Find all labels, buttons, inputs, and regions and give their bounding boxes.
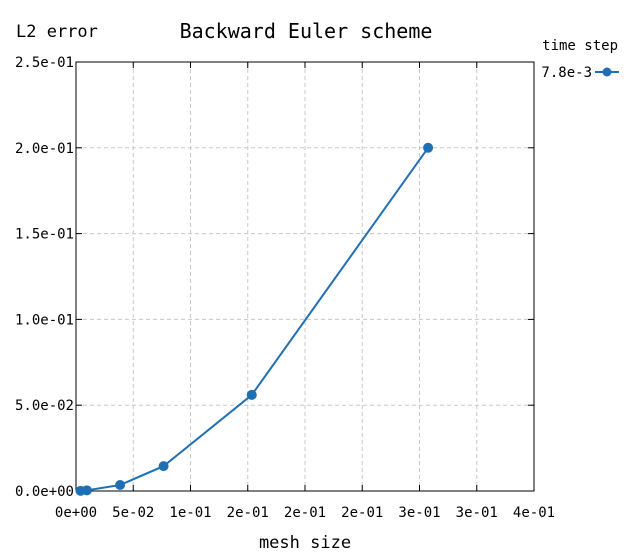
y-axis-title: L2 error [16,22,98,42]
legend-entry-label: 7.8e-3 [541,65,592,81]
x-tick-label: 3e-01 [456,505,498,521]
x-tick-label: 3e-01 [398,505,440,521]
x-tick-label: 2e-01 [341,505,383,521]
x-axis-title: mesh size [259,533,351,553]
series-layer [75,142,434,496]
y-tick-label: 1.5e-01 [15,227,74,243]
y-tick-labels: 0.0e+00 5.0e-02 1.0e-01 1.5e-01 2.0e-01 2.5e-… [15,55,74,500]
y-tick-label: 2.5e-01 [15,55,74,71]
y-tick-label: 5.0e-02 [15,398,74,414]
legend-title: time step [542,38,618,54]
chart-title: Backward Euler scheme [180,19,433,43]
data-point [246,389,257,400]
data-point [81,485,92,496]
data-point [158,461,169,472]
x-tick-label: 2e-01 [284,505,326,521]
x-tick-label: 2e-01 [227,505,269,521]
grid [76,62,534,491]
x-tick-labels: 0e+00 5e-02 1e-01 2e-01 2e-01 2e-01 3e-01 3e-01… [55,505,555,521]
legend: time step 7.8e-3 [541,38,619,81]
y-tick-label: 1.0e-01 [15,312,74,328]
x-tick-label: 1e-01 [169,505,211,521]
axis-ticks [75,61,535,492]
y-tick-label: 0.0e+00 [15,484,74,500]
x-tick-label: 5e-02 [112,505,154,521]
x-tick-label: 0e+00 [55,505,97,521]
y-tick-label: 2.0e-01 [15,141,74,157]
data-point [423,142,434,153]
x-tick-label: 4e-01 [513,505,555,521]
legend-swatch-marker [602,67,612,77]
data-point [115,479,126,490]
